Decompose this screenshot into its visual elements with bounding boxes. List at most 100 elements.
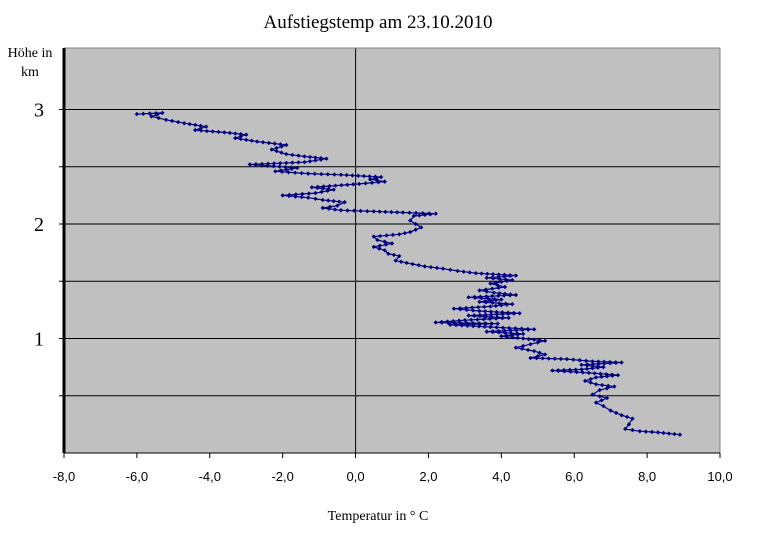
data-point — [198, 126, 203, 131]
data-point — [601, 403, 606, 409]
data-point — [377, 246, 382, 251]
data-point — [203, 124, 209, 129]
data-point — [585, 362, 590, 367]
data-point — [254, 139, 260, 144]
data-point — [491, 290, 497, 295]
data-point — [615, 372, 621, 378]
data-point — [517, 311, 522, 316]
data-point — [606, 383, 611, 389]
data-point — [463, 305, 469, 311]
data-point — [365, 208, 370, 214]
data-point — [371, 234, 376, 239]
data-point — [344, 172, 349, 178]
data-point — [525, 326, 531, 332]
data-point — [526, 336, 531, 342]
data-point — [482, 299, 488, 304]
data-point — [511, 310, 517, 316]
data-point — [249, 138, 254, 143]
y-tick-labels: 1 2 3 — [34, 100, 44, 351]
data-point — [499, 334, 504, 339]
data-point — [305, 195, 311, 200]
data-point — [156, 115, 161, 121]
data-point — [284, 160, 289, 166]
data-point — [493, 280, 499, 285]
data-point — [418, 225, 424, 230]
data-point — [439, 319, 444, 325]
data-point — [495, 321, 500, 326]
data-point — [422, 264, 427, 269]
data-point — [313, 190, 318, 196]
data-point — [400, 210, 406, 215]
data-point — [448, 267, 453, 272]
data-point — [550, 368, 555, 373]
data-point — [596, 361, 601, 367]
data-point — [540, 356, 545, 361]
data-point — [247, 162, 253, 167]
plot-area — [64, 48, 720, 453]
data-point — [494, 315, 500, 320]
data-point — [597, 394, 602, 399]
data-point — [612, 384, 617, 389]
data-point — [472, 313, 477, 318]
data-point — [383, 209, 388, 215]
data-point — [582, 378, 588, 384]
data-point — [488, 309, 494, 314]
data-point — [296, 160, 301, 165]
x-tick-label: 0,0 — [347, 469, 365, 484]
data-point — [367, 174, 372, 179]
data-point — [175, 119, 181, 125]
data-point — [312, 171, 317, 177]
data-point — [528, 355, 533, 361]
data-point — [510, 335, 515, 340]
data-point — [505, 310, 511, 315]
data-point — [497, 291, 502, 296]
data-point — [278, 168, 284, 173]
data-point — [500, 315, 506, 320]
data-point — [345, 208, 350, 213]
data-point — [609, 372, 615, 377]
data-point — [469, 305, 475, 310]
data-point — [513, 292, 519, 298]
data-point — [238, 131, 243, 137]
data-point — [302, 154, 307, 159]
data-point — [440, 266, 446, 271]
data-point — [484, 294, 489, 299]
data-point — [351, 208, 357, 213]
data-point — [280, 193, 285, 198]
x-tick-label: -4,0 — [199, 469, 221, 484]
data-point — [593, 375, 599, 380]
data-point — [470, 320, 476, 326]
data-point — [363, 181, 368, 186]
data-point — [407, 210, 412, 215]
data-point — [389, 209, 394, 215]
data-point — [320, 205, 325, 211]
data-point — [528, 342, 533, 347]
data-point — [377, 209, 382, 214]
data-point — [187, 121, 192, 127]
data-point — [588, 380, 593, 385]
data-point — [369, 180, 375, 185]
data-point — [204, 128, 210, 134]
data-point — [577, 358, 582, 363]
x-tick-label: 8,0 — [638, 469, 656, 484]
x-tick-label: -2,0 — [271, 469, 293, 484]
data-point — [417, 213, 422, 218]
data-point — [604, 372, 609, 377]
axis-ticks — [59, 109, 721, 458]
data-point — [542, 338, 548, 343]
data-point — [531, 348, 537, 354]
data-point — [331, 198, 336, 204]
data-point — [619, 413, 624, 418]
data-point — [513, 326, 518, 331]
data-point — [503, 277, 509, 282]
data-point — [504, 333, 509, 338]
data-point — [377, 243, 383, 248]
x-tick-label: 10,0 — [707, 469, 732, 484]
data-point — [677, 432, 683, 437]
data-point — [271, 161, 277, 166]
data-point — [451, 306, 457, 311]
data-point — [464, 320, 469, 326]
data-point — [590, 392, 595, 397]
data-point — [253, 162, 259, 167]
data-point — [384, 233, 389, 238]
